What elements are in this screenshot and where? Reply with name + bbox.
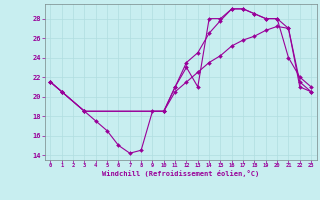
X-axis label: Windchill (Refroidissement éolien,°C): Windchill (Refroidissement éolien,°C) <box>102 170 260 177</box>
